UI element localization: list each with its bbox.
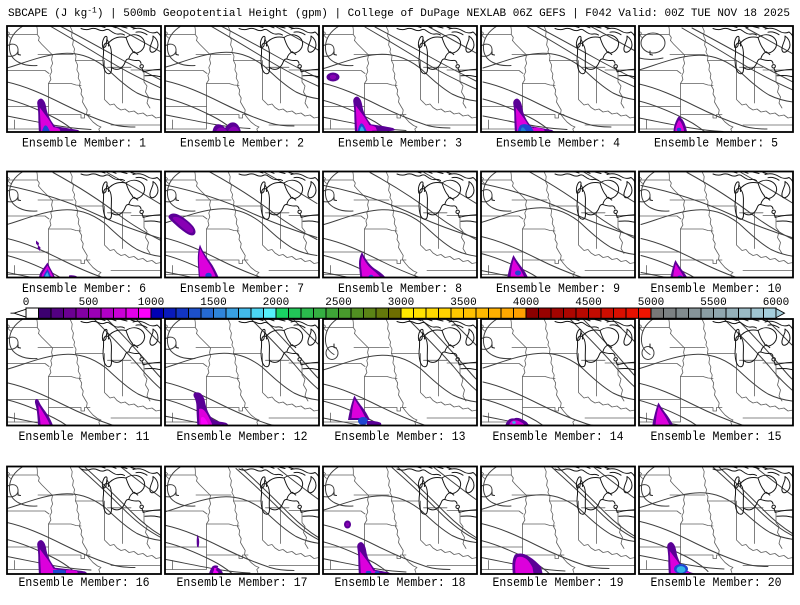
svg-text:Ensemble Member: 12: Ensemble Member: 12 [177,429,308,444]
svg-text:3500: 3500 [450,297,476,309]
svg-text:2500: 2500 [325,297,351,309]
svg-text:Ensemble Member: 5: Ensemble Member: 5 [654,136,778,151]
svg-text:SBCAPE (J kg-1) | 500mb Geopot: SBCAPE (J kg-1) | 500mb Geopotential Hei… [8,6,790,19]
svg-text:Ensemble Member: 9: Ensemble Member: 9 [496,281,620,296]
svg-text:Ensemble Member: 16: Ensemble Member: 16 [19,575,150,590]
svg-text:3000: 3000 [388,297,414,309]
svg-text:Ensemble Member: 14: Ensemble Member: 14 [493,429,624,444]
svg-text:Ensemble Member: 17: Ensemble Member: 17 [177,575,308,590]
svg-text:Ensemble Member: 3: Ensemble Member: 3 [338,136,462,151]
svg-text:Ensemble Member: 8: Ensemble Member: 8 [338,281,462,296]
svg-text:Ensemble Member: 10: Ensemble Member: 10 [651,281,782,296]
svg-text:Ensemble Member: 2: Ensemble Member: 2 [180,136,304,151]
svg-text:1000: 1000 [138,297,164,309]
svg-text:Ensemble Member: 19: Ensemble Member: 19 [493,575,624,590]
svg-text:Ensemble Member: 20: Ensemble Member: 20 [651,575,782,590]
svg-text:0: 0 [23,297,30,309]
svg-text:Ensemble Member: 4: Ensemble Member: 4 [496,136,620,151]
svg-text:1500: 1500 [200,297,226,309]
svg-text:Ensemble Member: 18: Ensemble Member: 18 [335,575,466,590]
svg-text:6000: 6000 [763,297,789,309]
svg-text:5500: 5500 [700,297,726,309]
svg-text:Ensemble Member: 1: Ensemble Member: 1 [22,136,146,151]
svg-text:Ensemble Member: 13: Ensemble Member: 13 [335,429,466,444]
svg-text:Ensemble Member: 11: Ensemble Member: 11 [19,429,150,444]
svg-text:500: 500 [79,297,99,309]
svg-text:5000: 5000 [638,297,664,309]
svg-text:4500: 4500 [575,297,601,309]
svg-text:Ensemble Member: 15: Ensemble Member: 15 [651,429,782,444]
svg-text:Ensemble Member: 7: Ensemble Member: 7 [180,281,304,296]
svg-text:4000: 4000 [513,297,539,309]
svg-text:2000: 2000 [263,297,289,309]
svg-text:Ensemble Member: 6: Ensemble Member: 6 [22,281,146,296]
